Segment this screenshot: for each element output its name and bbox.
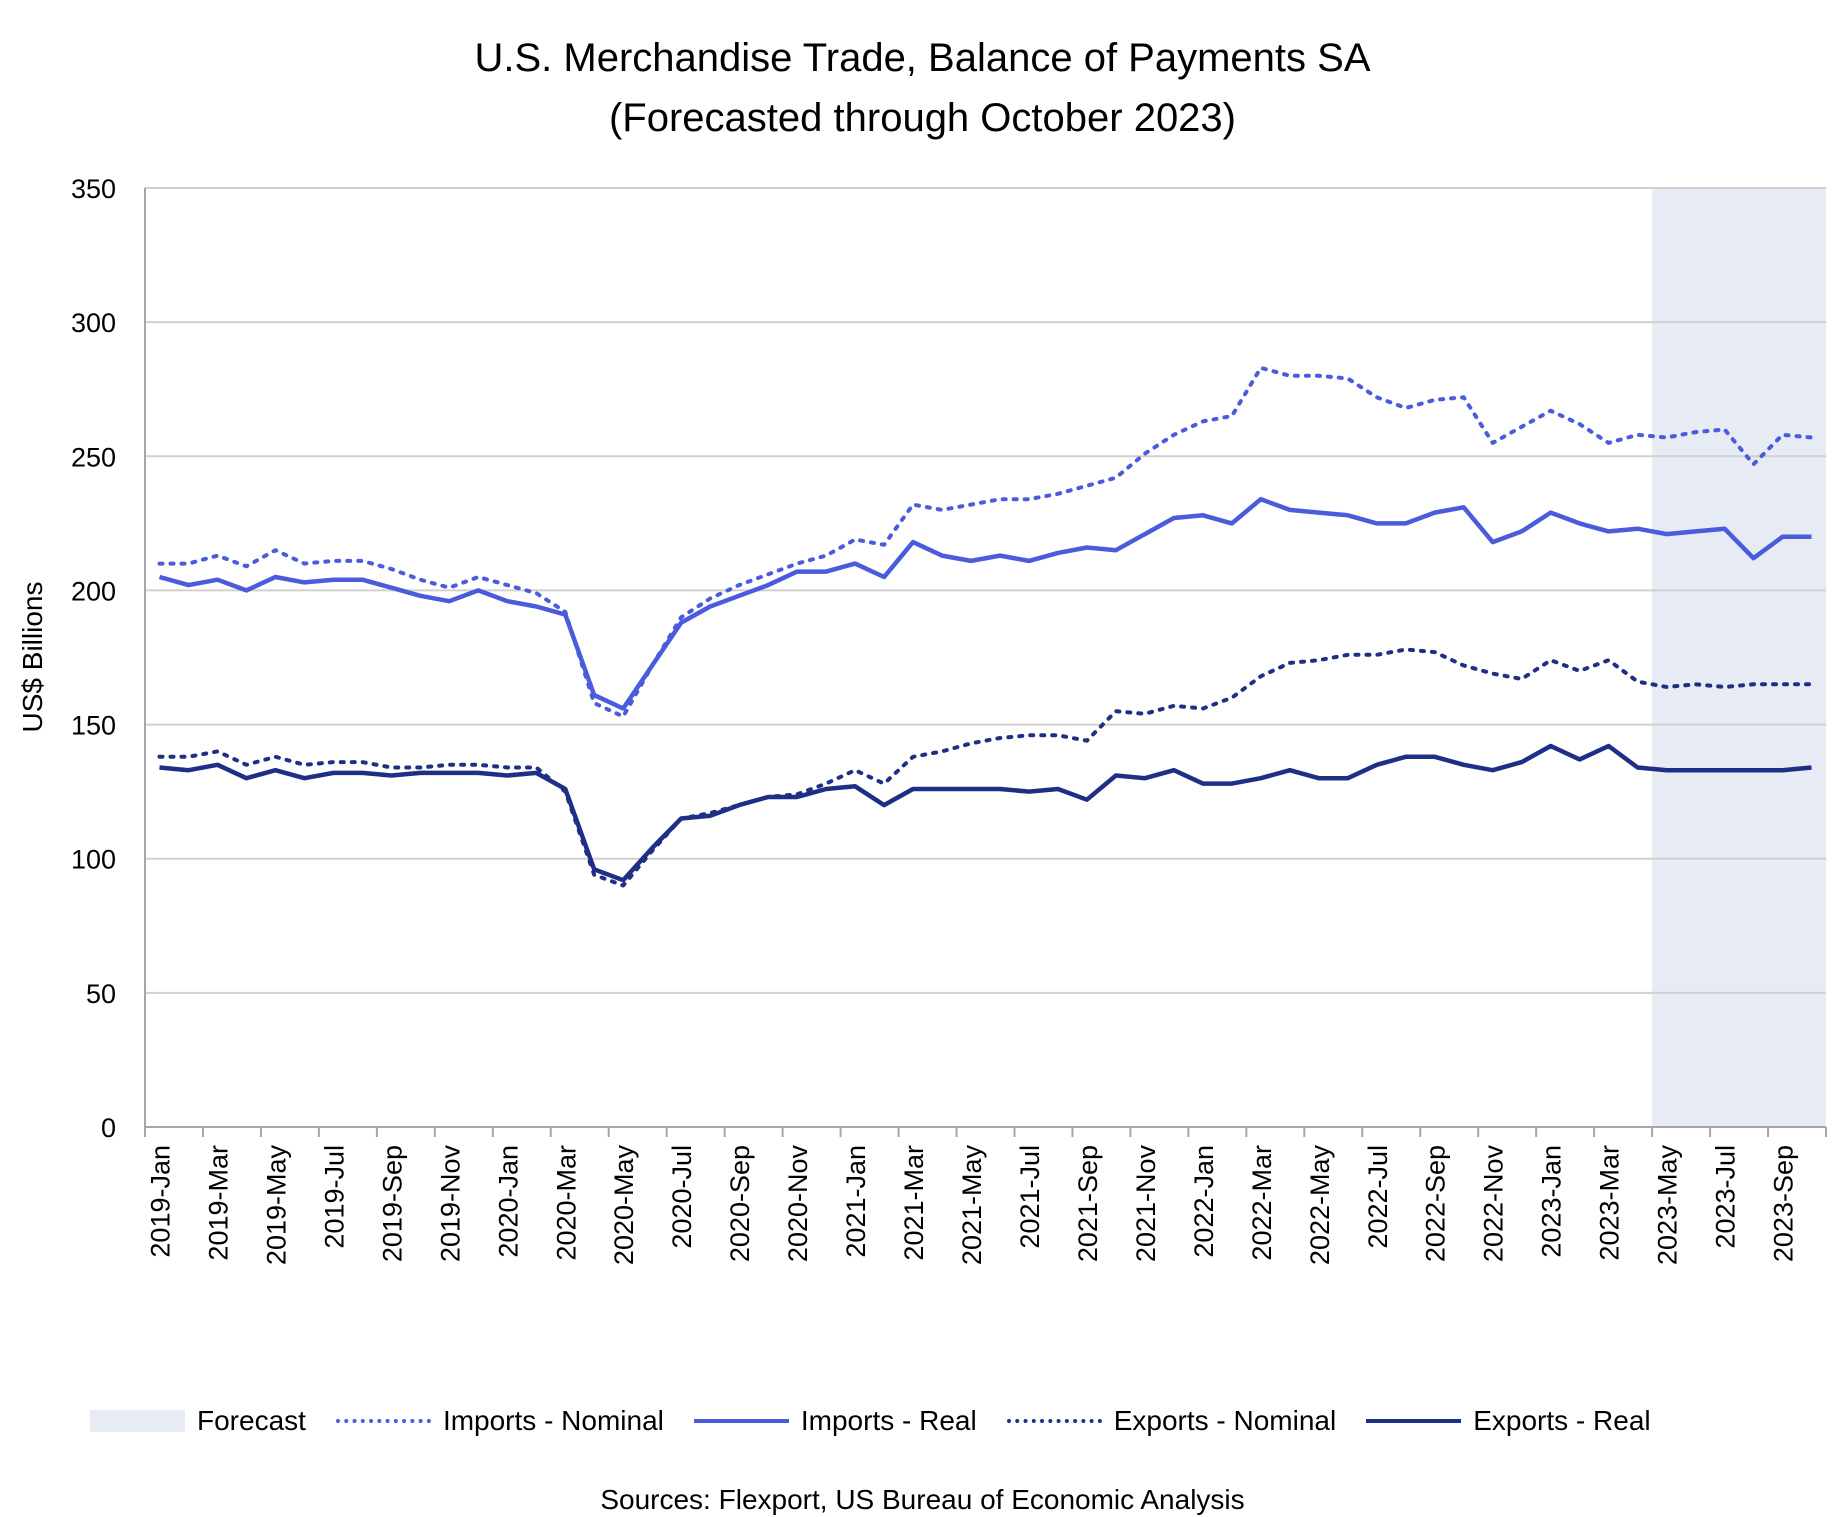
legend-label: Exports - Nominal	[1113, 1405, 1337, 1436]
x-tick-label: 2022-Jan	[1189, 1145, 1219, 1258]
chart-legend: Forecast Imports - Nominal Imports - Rea…	[90, 1405, 1681, 1437]
x-tick-label: 2021-Sep	[1073, 1145, 1103, 1262]
x-tick-label: 2019-May	[261, 1145, 291, 1266]
x-tick-label: 2022-Nov	[1479, 1145, 1509, 1263]
solid-line-icon	[1366, 1419, 1462, 1423]
legend-item-imports-nominal: Imports - Nominal	[335, 1405, 664, 1437]
source-note: Sources: Flexport, US Bureau of Economic…	[600, 1484, 1245, 1515]
x-tick-label: 2022-Sep	[1421, 1145, 1451, 1262]
series-imports-nominal	[157, 365, 1814, 719]
y-tick-label: 300	[71, 308, 116, 338]
x-tick-label: 2023-Jul	[1711, 1145, 1741, 1249]
y-tick-label: 250	[71, 442, 116, 472]
gridlines: 0 50 100 150 200 250 300 350	[71, 174, 1826, 1143]
x-tick-label: 2021-Jul	[1015, 1145, 1045, 1249]
x-tick-label: 2021-May	[957, 1145, 987, 1266]
series-imports-real	[158, 496, 1812, 711]
y-tick-label: 150	[71, 711, 116, 741]
legend-label: Forecast	[197, 1405, 306, 1436]
x-tick-label: 2023-Mar	[1595, 1145, 1625, 1261]
x-tick-label: 2019-Jan	[145, 1145, 175, 1258]
data-series	[157, 365, 1814, 888]
x-tick-label: 2019-Jul	[319, 1145, 349, 1249]
dotted-line-icon	[1006, 1419, 1102, 1423]
x-tick-label: 2022-Jul	[1363, 1145, 1393, 1249]
legend-label: Exports - Real	[1473, 1405, 1651, 1436]
x-tick-label: 2022-Mar	[1247, 1145, 1277, 1261]
y-tick-label: 350	[71, 174, 116, 204]
x-tick-label: 2019-Nov	[435, 1145, 465, 1263]
solid-line-icon	[693, 1419, 789, 1423]
forecast-region	[1652, 188, 1826, 1127]
x-tick-label: 2021-Jan	[841, 1145, 871, 1258]
legend-item-imports-real: Imports - Real	[693, 1405, 977, 1437]
chart-title-line1: U.S. Merchandise Trade, Balance of Payme…	[474, 36, 1371, 80]
x-tick-label: 2023-Sep	[1769, 1145, 1799, 1262]
legend-label: Imports - Nominal	[442, 1405, 664, 1436]
x-tick-label: 2020-May	[609, 1145, 639, 1266]
x-tick-label: 2020-Jan	[493, 1145, 523, 1258]
x-tick-label: 2023-Jan	[1537, 1145, 1567, 1258]
legend-item-forecast: Forecast	[90, 1405, 306, 1437]
x-tick-label: 2021-Nov	[1131, 1145, 1161, 1263]
legend-label: Imports - Real	[800, 1405, 977, 1436]
x-tick-label: 2021-Mar	[899, 1145, 929, 1261]
legend-item-exports-real: Exports - Real	[1366, 1405, 1651, 1437]
forecast-shading	[1652, 188, 1826, 1127]
chart-title: U.S. Merchandise Trade, Balance of Payme…	[0, 28, 1845, 148]
y-tick-label: 200	[71, 576, 116, 606]
y-tick-label: 100	[71, 845, 116, 875]
forecast-swatch-icon	[90, 1410, 185, 1432]
series-exports-real	[159, 743, 1812, 883]
x-tick-label: 2019-Sep	[377, 1145, 407, 1262]
dotted-line-icon	[335, 1419, 431, 1423]
axes: 2019-Jan 2019-Mar 2019-May 2019-Jul 2019-Sep…	[144, 188, 1827, 1266]
y-tick-label: 50	[86, 979, 116, 1009]
x-tick-label: 2023-May	[1653, 1145, 1683, 1266]
x-tick-label: 2020-Jul	[667, 1145, 697, 1249]
chart-title-line2: (Forecasted through October 2023)	[608, 96, 1236, 140]
x-tick-label: 2022-May	[1305, 1145, 1335, 1266]
x-tick-label: 2019-Mar	[203, 1145, 233, 1261]
y-tick-label: 0	[101, 1113, 116, 1143]
x-tick-label: 2020-Mar	[551, 1145, 581, 1261]
x-tick-label: 2020-Sep	[725, 1145, 755, 1262]
y-axis-label: US$ Billions	[17, 582, 48, 733]
x-tick-label: 2020-Nov	[783, 1145, 813, 1263]
legend-item-exports-nominal: Exports - Nominal	[1006, 1405, 1337, 1437]
series-exports-nominal	[157, 647, 1814, 888]
